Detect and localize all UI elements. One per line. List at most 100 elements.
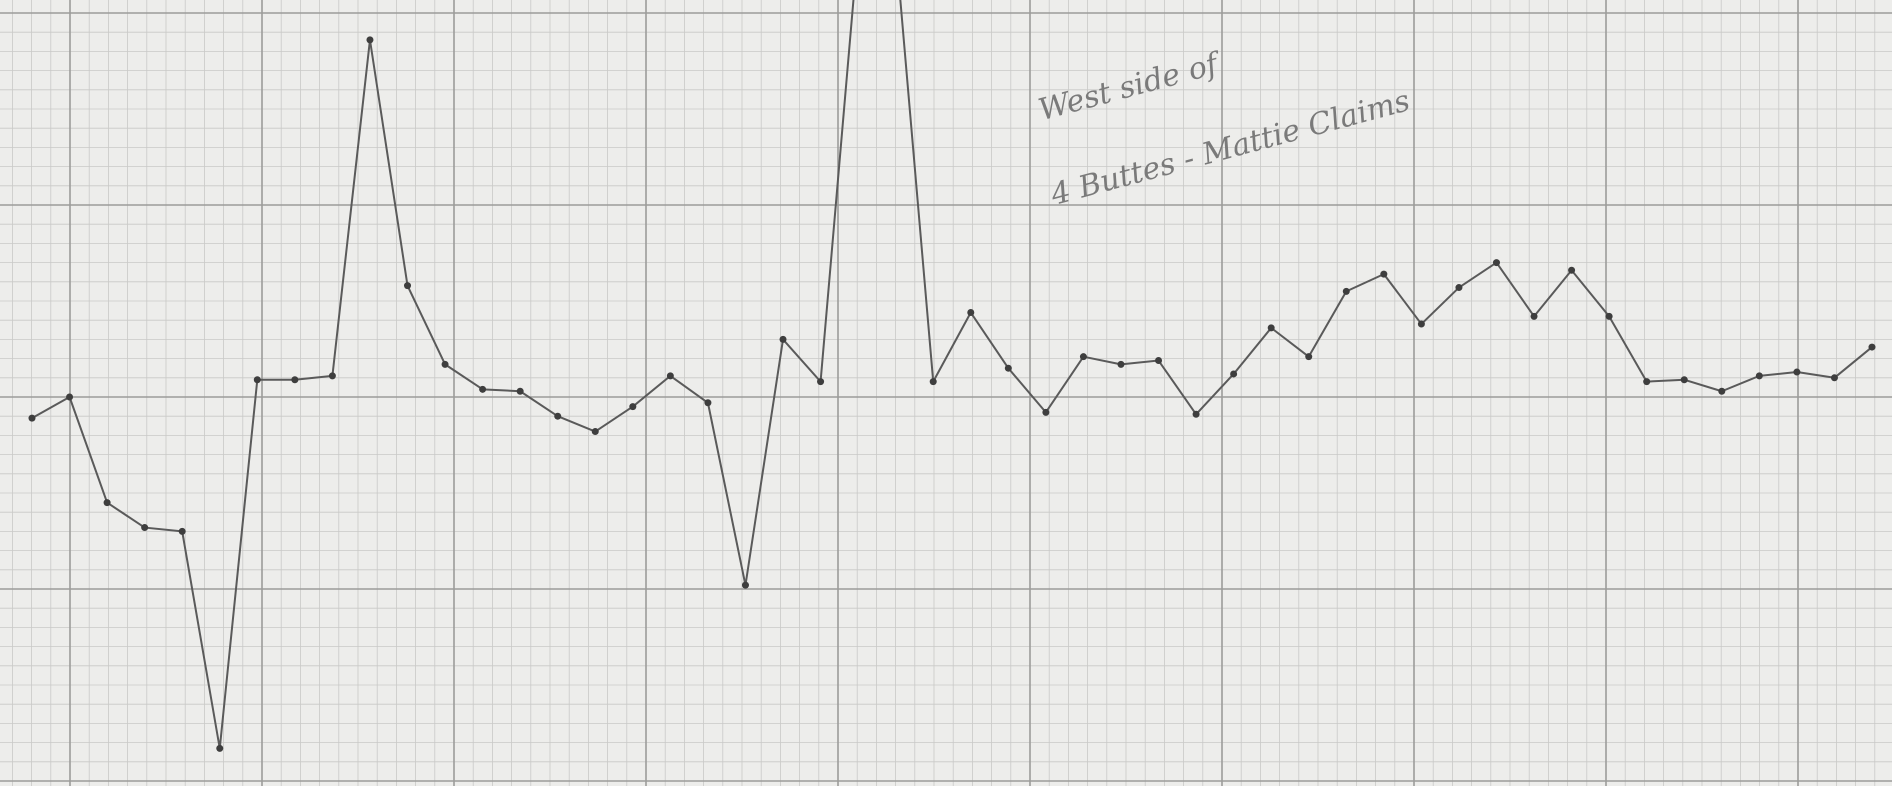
profile-point bbox=[441, 360, 449, 368]
profile-segment bbox=[293, 374, 334, 381]
profile-segment bbox=[368, 38, 409, 287]
profile-point bbox=[1155, 357, 1163, 365]
profile-point bbox=[779, 335, 787, 343]
profile-segment bbox=[1833, 346, 1873, 379]
profile-segment bbox=[181, 530, 221, 750]
profile-segment bbox=[68, 396, 109, 504]
profile-segment bbox=[106, 501, 146, 529]
profile-line bbox=[31, 0, 1873, 750]
profile-point bbox=[629, 403, 637, 411]
profile-point bbox=[1530, 312, 1538, 320]
profile-point bbox=[1680, 376, 1688, 384]
profile-point bbox=[1417, 320, 1425, 328]
profile-segment bbox=[819, 0, 855, 383]
profile-segment bbox=[969, 311, 1010, 370]
profile-point bbox=[1793, 368, 1801, 376]
profile-segment bbox=[932, 311, 972, 383]
profile-segment bbox=[1608, 315, 1648, 383]
profile-point bbox=[1305, 353, 1313, 361]
profile-point bbox=[929, 378, 937, 386]
profile-segment bbox=[1082, 355, 1122, 366]
profile-segment bbox=[1457, 261, 1498, 289]
profile-point bbox=[1868, 343, 1876, 351]
profile-point bbox=[741, 581, 749, 589]
profile-point bbox=[253, 376, 261, 384]
profile-point bbox=[1492, 259, 1500, 267]
profile-segment bbox=[1119, 359, 1160, 366]
profile-segment bbox=[899, 0, 935, 383]
profile-point bbox=[967, 309, 975, 317]
profile-segment bbox=[1645, 378, 1686, 383]
profile-point bbox=[141, 524, 149, 532]
profile-segment bbox=[1420, 286, 1460, 326]
profile-segment bbox=[744, 338, 785, 587]
profile-segment bbox=[1720, 374, 1761, 393]
profile-segment bbox=[706, 401, 747, 587]
profile-segment bbox=[1495, 261, 1536, 318]
profile-segment bbox=[481, 388, 522, 393]
plot-area bbox=[28, 0, 1876, 752]
profile-point bbox=[1830, 374, 1838, 382]
profile-point bbox=[291, 376, 299, 384]
profile-segment bbox=[331, 38, 371, 377]
profile-point bbox=[66, 393, 74, 401]
profile-segment bbox=[1683, 378, 1723, 393]
profile-point bbox=[479, 385, 487, 393]
profile-point bbox=[178, 527, 186, 535]
profile-segment bbox=[143, 526, 184, 533]
profile-point bbox=[516, 387, 524, 395]
profile-point bbox=[1605, 312, 1613, 320]
profile-segment bbox=[218, 378, 259, 750]
profile-segment bbox=[1044, 355, 1085, 414]
profile-point bbox=[817, 378, 825, 386]
profile-point bbox=[1117, 360, 1125, 368]
profile-point bbox=[1042, 408, 1050, 416]
profile-segment bbox=[444, 363, 484, 391]
profile-point bbox=[1342, 287, 1350, 295]
profile-segment bbox=[1345, 273, 1385, 293]
profile-point bbox=[1380, 270, 1388, 278]
profile-point bbox=[1192, 410, 1200, 418]
profile-point bbox=[216, 744, 224, 752]
profile-point bbox=[1004, 364, 1012, 372]
profile-point bbox=[1079, 353, 1087, 361]
profile-point bbox=[1718, 387, 1726, 395]
profile-point bbox=[1568, 266, 1576, 274]
profile-point bbox=[591, 428, 599, 436]
profile-point bbox=[666, 372, 674, 380]
profile-segment bbox=[1758, 371, 1798, 377]
profile-segment bbox=[1007, 367, 1047, 414]
profile-point bbox=[103, 499, 111, 507]
profile-segment bbox=[782, 338, 822, 383]
profile-point bbox=[1755, 372, 1763, 380]
profile-segment bbox=[1382, 273, 1423, 326]
profile-point bbox=[1455, 284, 1463, 292]
profile-point bbox=[366, 36, 374, 44]
profile-point bbox=[1643, 378, 1651, 386]
profile-segment bbox=[1307, 290, 1348, 358]
profile-point bbox=[28, 414, 36, 422]
profile-segment bbox=[31, 396, 71, 420]
profile-segment bbox=[556, 415, 597, 433]
profile-point bbox=[328, 372, 336, 380]
profile-segment bbox=[1570, 269, 1611, 318]
profile-segment bbox=[594, 405, 634, 433]
profile-segment bbox=[1795, 371, 1836, 379]
profile-segment bbox=[1157, 359, 1198, 416]
profile-point bbox=[1230, 370, 1238, 378]
profile-point bbox=[1267, 324, 1275, 332]
profile-points bbox=[28, 36, 1876, 752]
profile-segment bbox=[669, 374, 709, 404]
profile-point bbox=[404, 282, 412, 290]
profile-segment bbox=[519, 390, 559, 418]
profile-segment bbox=[1195, 372, 1235, 416]
profile-point bbox=[554, 412, 562, 420]
profile-segment bbox=[406, 284, 447, 366]
profile-segment bbox=[1533, 269, 1573, 318]
profile-segment bbox=[1270, 326, 1310, 358]
profile-segment bbox=[1232, 326, 1273, 375]
